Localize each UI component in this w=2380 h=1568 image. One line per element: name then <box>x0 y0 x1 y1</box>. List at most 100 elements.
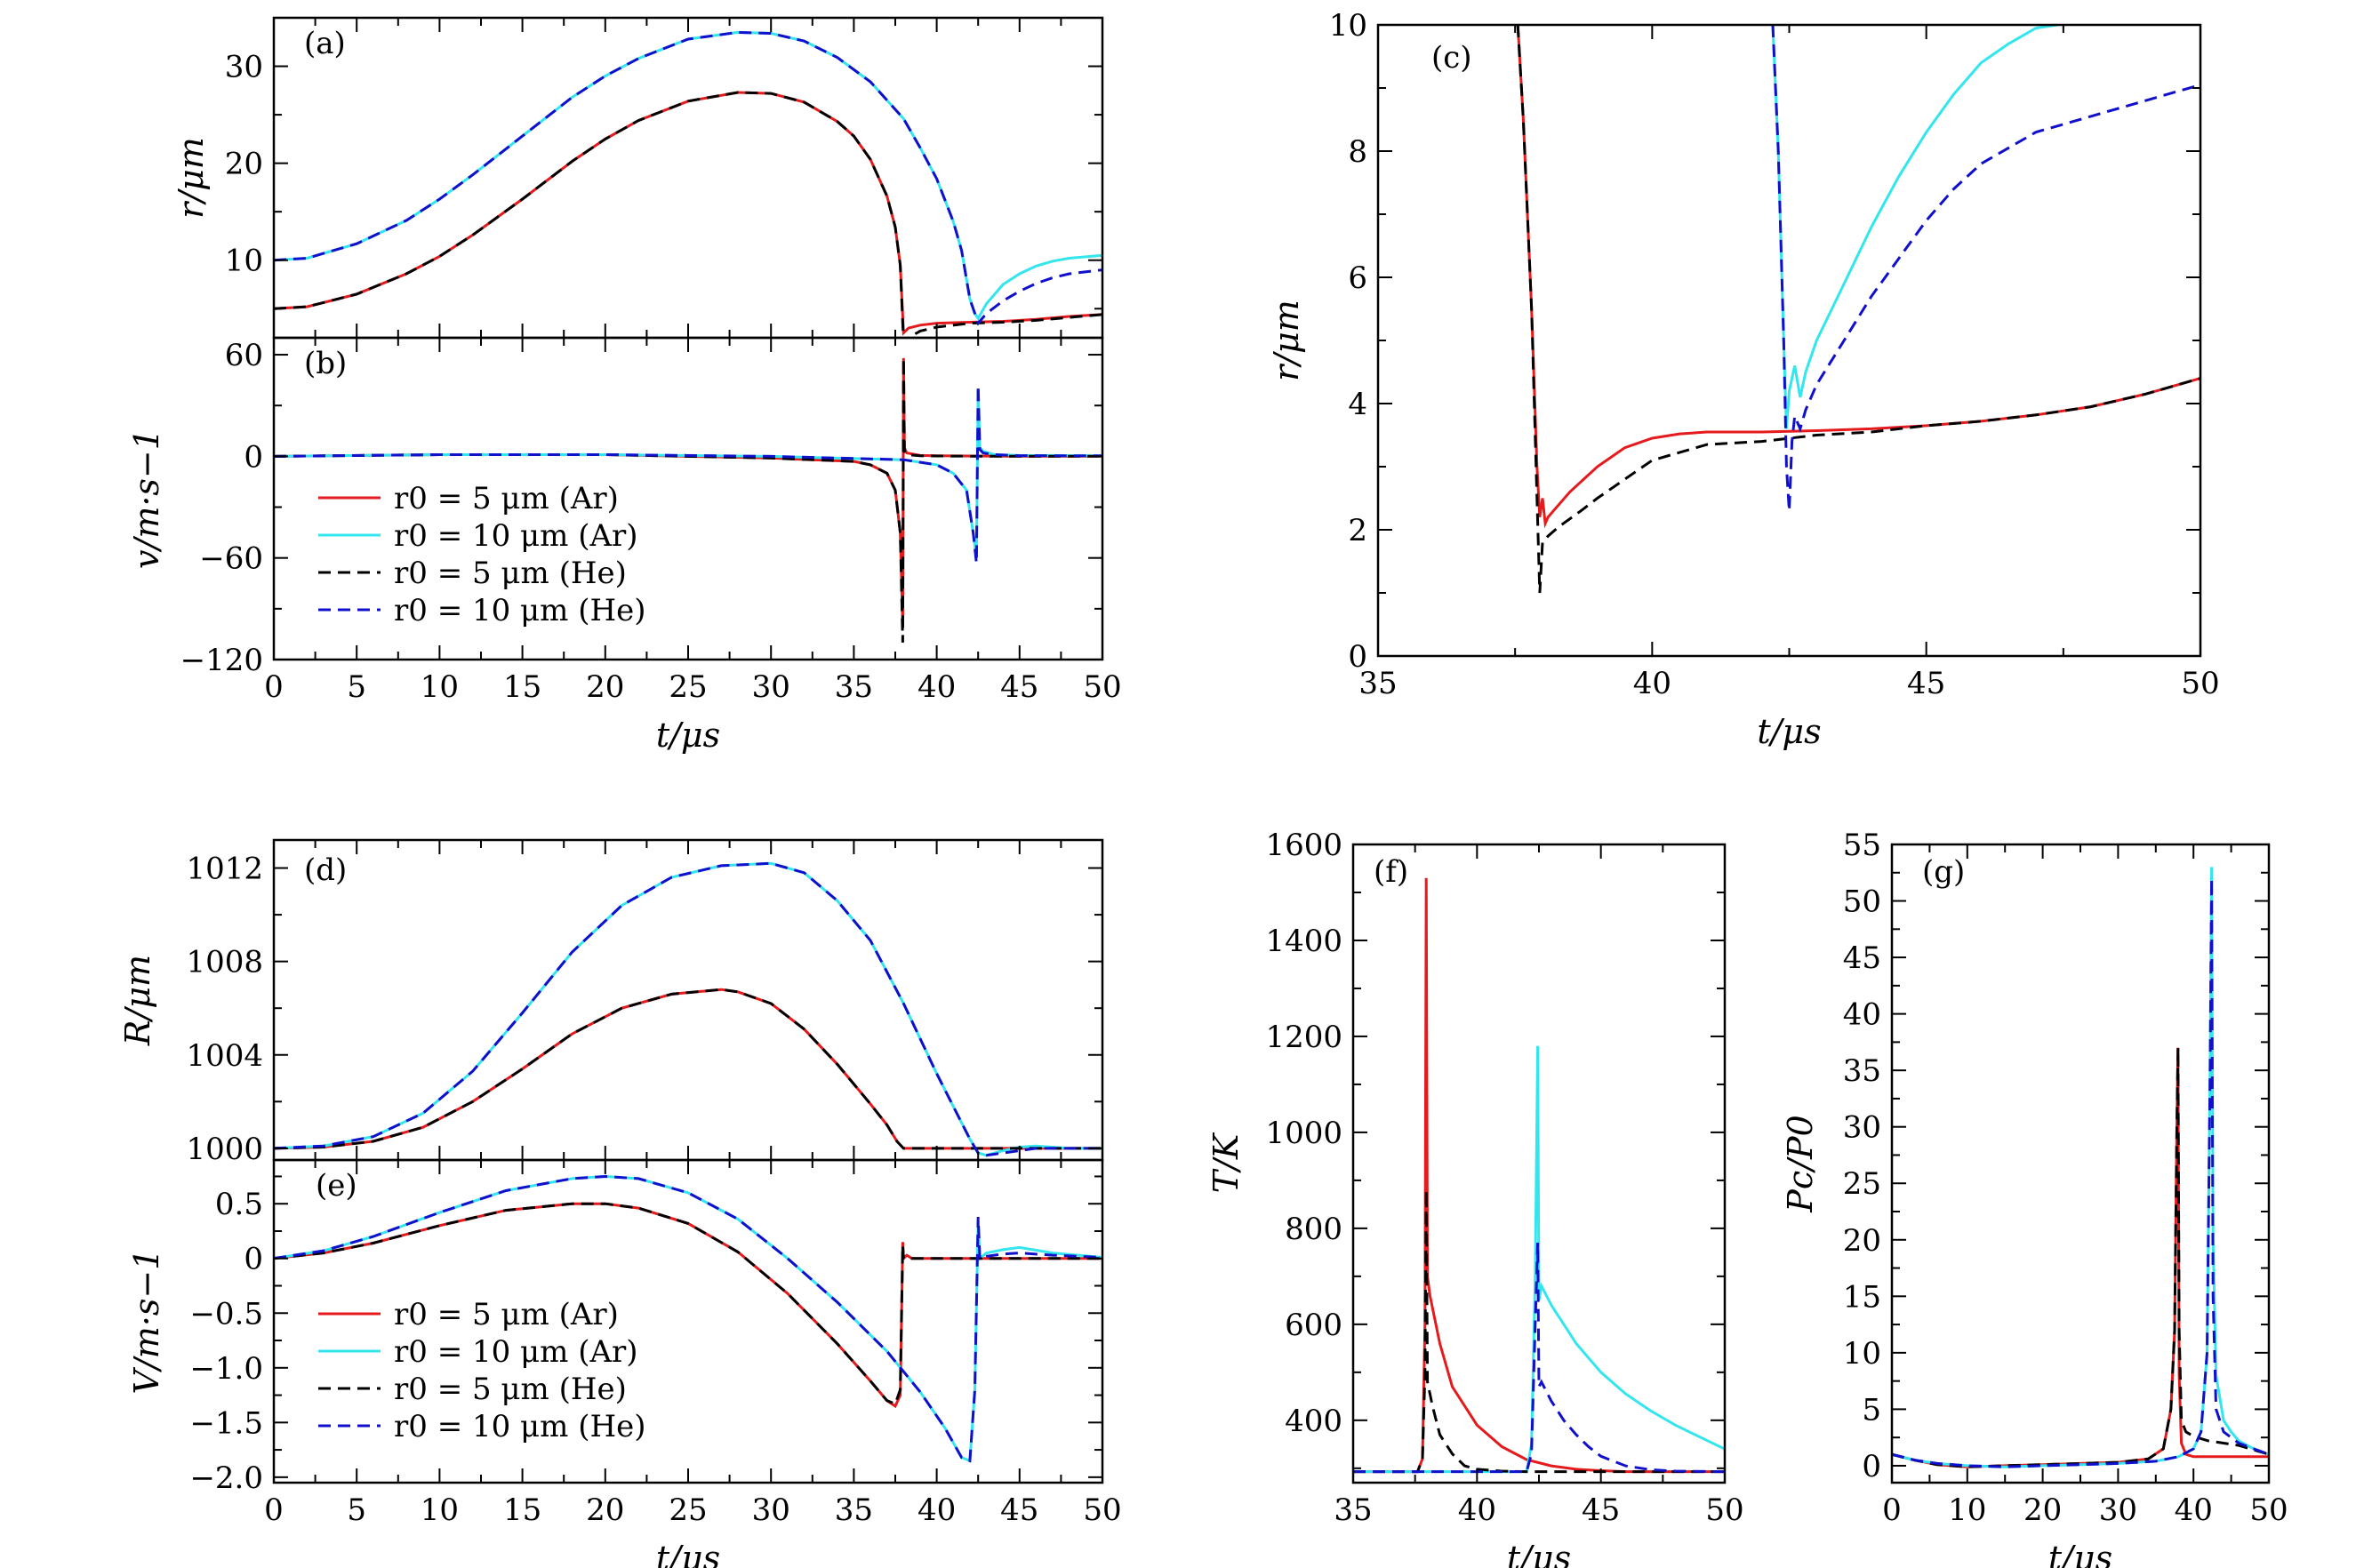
y-tick-label: 20 <box>1843 1223 1881 1259</box>
panel-tag: (f) <box>1374 854 1408 890</box>
legend-label: r0 = 10 μm (He) <box>394 593 646 628</box>
panel-g: 0 5 10 15 20 25 30 35 40 45 50 55 0 10 20 30 40 50 t/μs Pc/… <box>1781 828 2288 1568</box>
panel-b: −120 −60 0 60 0 5 10 15 20 25 30 35 40 45 50 t/μs v/m·s−… <box>127 336 1122 755</box>
y-tick-label: 30 <box>1843 1110 1881 1146</box>
series-line-3 <box>274 91 1102 338</box>
x-tick-label: 40 <box>1633 666 1671 701</box>
axes-frame <box>272 838 1104 1162</box>
x-tick-label: 35 <box>835 1492 873 1528</box>
x-tick-label: 10 <box>421 1492 459 1528</box>
panel-c: 0 2 4 6 8 10 35 40 45 50 t/μs r/μm (c) <box>1267 8 2220 751</box>
series-line-2 <box>1771 25 2058 429</box>
x-tick-label: 50 <box>1083 669 1121 705</box>
y-tick-label: −1.5 <box>189 1405 263 1441</box>
x-tick-label: 20 <box>2023 1492 2062 1528</box>
y-tick-label: 4 <box>1348 387 1367 422</box>
panel-tag: (a) <box>304 26 346 61</box>
y-tick-label: 5 <box>1862 1392 1881 1428</box>
x-tick-label: 35 <box>835 669 873 705</box>
y-tick-label: −120 <box>180 643 263 678</box>
y-tick-label: 40 <box>1843 997 1881 1033</box>
x-tick-label: 10 <box>421 669 459 705</box>
y-tick-label: 1000 <box>1265 1116 1342 1151</box>
y-tick-label: 400 <box>1285 1404 1342 1439</box>
y-tick-label: 30 <box>225 50 263 85</box>
x-tick-label: 40 <box>1458 1492 1496 1528</box>
legend-label: r0 = 5 μm (Ar) <box>394 1297 619 1332</box>
y-tick-label: 10 <box>1843 1336 1881 1372</box>
x-tick-label: 20 <box>586 1492 624 1528</box>
x-tick-label: 20 <box>586 669 624 705</box>
y-tick-label: 60 <box>225 338 263 373</box>
y-axis-label: r/μm <box>1267 300 1306 381</box>
x-tick-label: 25 <box>669 1492 707 1528</box>
y-axis-label: V/m·s−1 <box>127 1249 166 1395</box>
x-tick-label: 15 <box>503 669 541 705</box>
y-tick-label: 2 <box>1348 513 1367 548</box>
series-line-1 <box>274 91 1102 336</box>
legend-label: r0 = 10 μm (He) <box>394 1409 646 1444</box>
x-tick-label: 0 <box>1882 1492 1902 1528</box>
series-line-4 <box>1892 878 2269 1468</box>
y-tick-label: 8 <box>1348 134 1367 170</box>
y-axis-label: v/m·s−1 <box>127 428 166 569</box>
panel-f: 400 600 800 1000 1200 1400 1600 35 40 45 50 t/μs T/K… <box>1206 828 1744 1568</box>
y-tick-label: 0 <box>244 1242 263 1277</box>
x-tick-label: 10 <box>1948 1492 1986 1528</box>
x-tick-label: 25 <box>669 669 707 705</box>
series-line-4 <box>1771 25 2200 511</box>
y-tick-label: 20 <box>225 147 263 182</box>
series-line-4 <box>274 861 1102 1157</box>
panel-d: 1000 1004 1008 1012 R/μm (d) <box>118 838 1104 1167</box>
x-tick-label: 30 <box>752 669 790 705</box>
panel-e: −2.0 −1.5 −1.0 −0.5 0 0.5 0 5 10 15 20 25 30 35 40 45 50… <box>127 1158 1122 1568</box>
series-line-3 <box>1516 25 2200 594</box>
y-axis-label: T/K <box>1206 1132 1246 1193</box>
panel-tag: (e) <box>316 1168 357 1204</box>
x-tick-label: 30 <box>752 1492 790 1528</box>
y-tick-label: 600 <box>1285 1308 1342 1343</box>
y-tick-label: −1.0 <box>189 1351 263 1387</box>
x-tick-label: 40 <box>918 669 956 705</box>
x-axis-label: t/μs <box>656 716 720 755</box>
axes-frame <box>272 16 1104 340</box>
y-tick-label: 15 <box>1843 1279 1881 1315</box>
x-tick-label: 45 <box>1000 1492 1038 1528</box>
y-tick-label: 10 <box>1329 8 1367 44</box>
x-tick-label: 50 <box>1083 1492 1121 1528</box>
series-line-3 <box>274 988 1102 1150</box>
y-tick-label: 35 <box>1843 1053 1881 1089</box>
series-line-4 <box>1353 1243 1725 1474</box>
legend-label: r0 = 10 μm (Ar) <box>394 1334 638 1370</box>
y-tick-label: 25 <box>1843 1166 1881 1202</box>
series-line-2 <box>274 30 1102 322</box>
x-tick-label: 45 <box>1582 1492 1620 1528</box>
y-tick-label: 45 <box>1843 940 1881 976</box>
y-tick-label: 1012 <box>186 852 263 887</box>
x-axis-label: t/μs <box>656 1539 720 1568</box>
y-tick-label: −2.0 <box>189 1460 263 1496</box>
y-tick-label: 10 <box>225 244 263 279</box>
x-tick-label: 45 <box>1907 666 1945 701</box>
x-tick-label: 35 <box>1334 1492 1372 1528</box>
y-axis-label: r/μm <box>172 137 211 219</box>
panel-tag: (g) <box>1922 854 1965 890</box>
series-line-4 <box>274 1174 1102 1463</box>
y-tick-label: −60 <box>199 541 263 577</box>
legend-label: r0 = 5 μm (Ar) <box>394 481 619 516</box>
x-tick-label: 5 <box>347 1492 366 1528</box>
y-tick-label: 0.5 <box>215 1187 263 1222</box>
x-tick-label: 50 <box>2181 666 2219 701</box>
x-tick-label: 50 <box>1705 1492 1743 1528</box>
y-tick-label: 1400 <box>1265 924 1342 959</box>
y-tick-label: 0 <box>1862 1449 1881 1484</box>
legend-label: r0 = 10 μm (Ar) <box>394 518 638 554</box>
legend-label: r0 = 5 μm (He) <box>394 556 627 591</box>
x-tick-label: 0 <box>264 1492 284 1528</box>
x-axis-label: t/μs <box>1507 1539 1571 1568</box>
series-line-1 <box>1516 25 2200 529</box>
panel-tag: (c) <box>1431 40 1472 76</box>
x-axis-label: t/μs <box>1757 712 1821 751</box>
y-tick-label: 1600 <box>1265 828 1342 863</box>
